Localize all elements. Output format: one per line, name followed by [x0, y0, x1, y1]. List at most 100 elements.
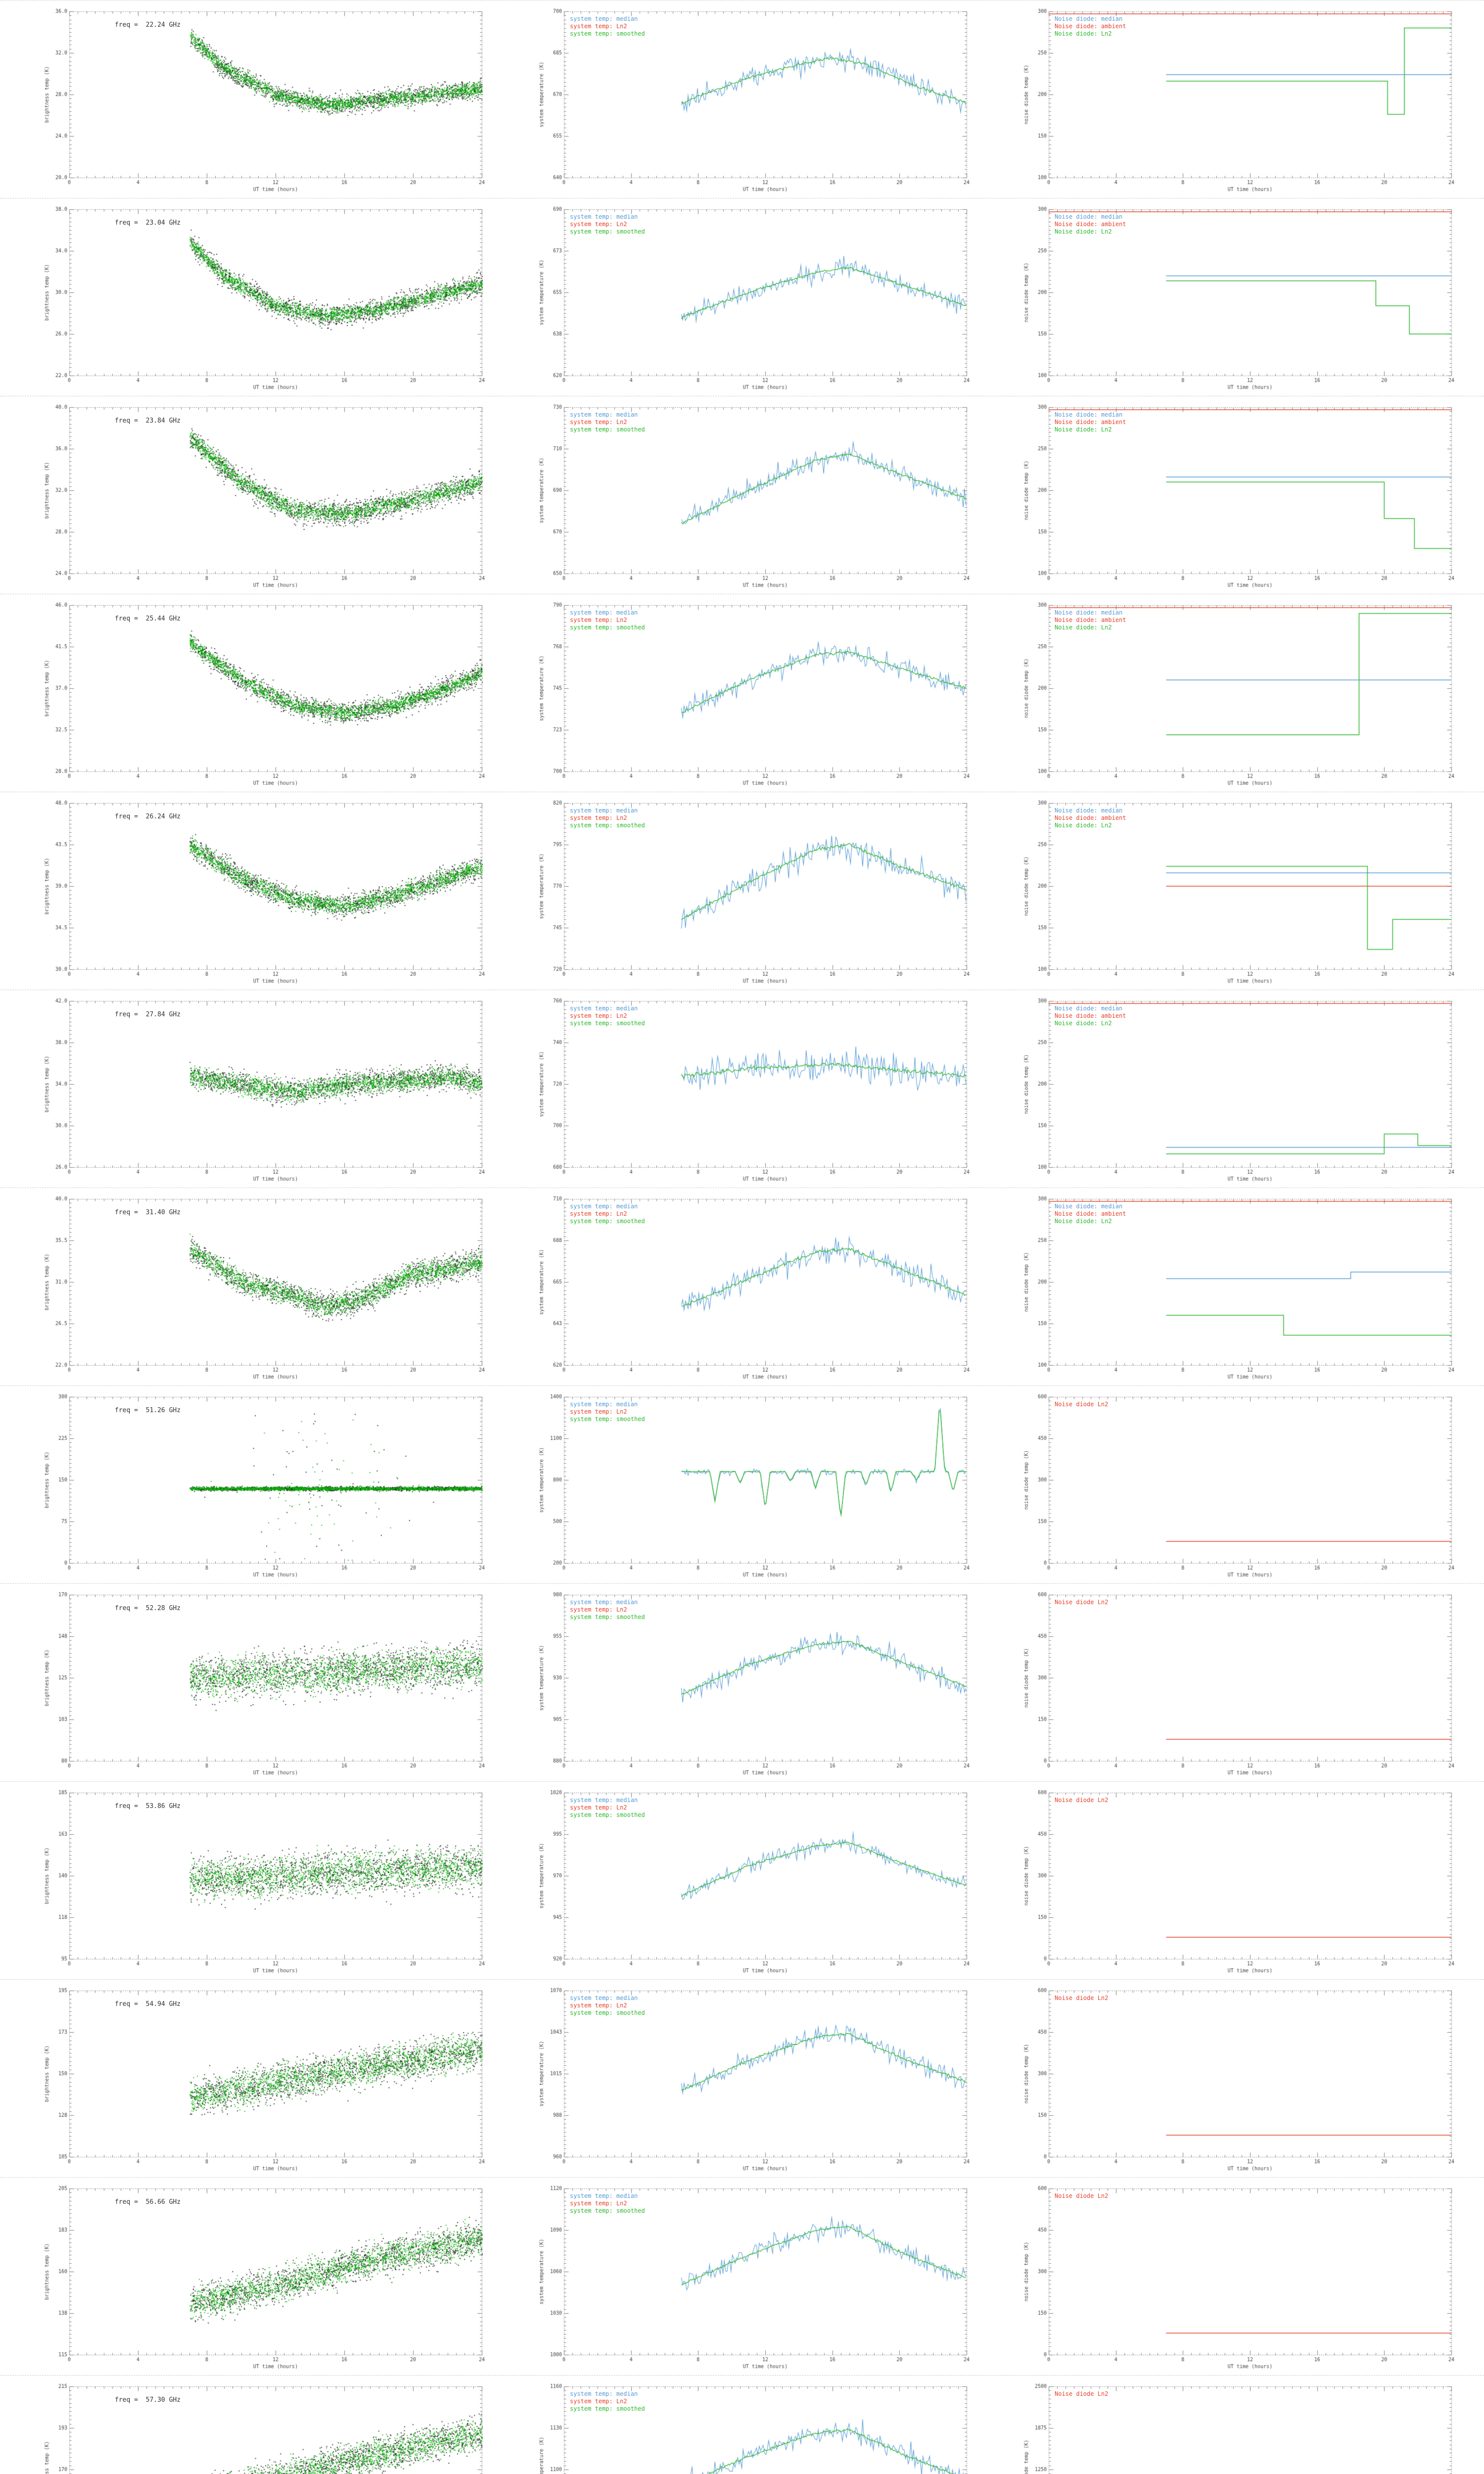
legend-entry: Noise diode Ln2: [1055, 1797, 1109, 1804]
system-temp-panel: system temp: median system temp: Ln2 syste…: [535, 794, 971, 988]
legend-entry: Noise diode: Ln2: [1055, 426, 1112, 433]
noise-diode-legend: Noise diode Ln2: [1055, 1401, 1108, 1408]
legend-entry: system temp: median: [570, 1401, 638, 1408]
skydip-panel: freq = 22.24 GHz: [41, 2, 486, 196]
noise-diode-chart-canvas: [1020, 1388, 1455, 1582]
noise-diode-panel: Noise diode: median Noise diode: ambient N…: [1020, 596, 1455, 790]
skydip-panel: freq = 26.24 GHz: [41, 794, 486, 988]
system-temp-panel: system temp: median system temp: Ln2 syste…: [535, 398, 971, 592]
plot-row-31.40: freq = 31.40 GHz system temp: median syst…: [0, 1188, 1484, 1385]
noise-diode-legend: Noise diode: median Noise diode: ambient N…: [1055, 1005, 1126, 1027]
freq-label: freq = 51.26 GHz: [115, 1407, 181, 1414]
noise-diode-panel: Noise diode Ln2: [1020, 1784, 1455, 1978]
freq-label: freq = 22.24 GHz: [115, 21, 181, 29]
legend-entry: system temp: smoothed: [570, 1811, 645, 1818]
legend-entry: system temp: smoothed: [570, 1020, 645, 1027]
noise-diode-panel: Noise diode: median Noise diode: ambient N…: [1020, 2, 1455, 196]
legend-entry: Noise diode: ambient: [1055, 814, 1126, 821]
legend-entry: system temp: smoothed: [570, 2009, 645, 2016]
legend-entry: system temp: median: [570, 1203, 638, 1210]
system-temp-legend: system temp: median system temp: Ln2 syste…: [570, 1005, 645, 1027]
legend-entry: system temp: smoothed: [570, 2405, 645, 2412]
legend-entry: system temp: smoothed: [570, 2207, 645, 2214]
legend-entry: Noise diode: median: [1055, 609, 1123, 616]
legend-entry: system temp: smoothed: [570, 30, 645, 37]
system-temp-legend: system temp: median system temp: Ln2 syste…: [570, 411, 645, 433]
noise-diode-panel: Noise diode Ln2: [1020, 2378, 1455, 2474]
legend-entry: Noise diode Ln2: [1055, 2192, 1109, 2199]
system-temp-panel: system temp: median system temp: Ln2 syste…: [535, 1190, 971, 1384]
system-temp-chart-canvas: [535, 1784, 971, 1978]
system-temp-legend: system temp: median system temp: Ln2 syste…: [570, 609, 645, 631]
plot-row-25.44: freq = 25.44 GHz system temp: median syst…: [0, 594, 1484, 792]
legend-entry: system temp: Ln2: [570, 1804, 627, 1811]
legend-entry: Noise diode: ambient: [1055, 617, 1126, 623]
legend-entry: system temp: smoothed: [570, 1614, 645, 1620]
noise-diode-chart-canvas: [1020, 2, 1455, 196]
noise-diode-chart-canvas: [1020, 2378, 1455, 2474]
noise-diode-legend: Noise diode Ln2: [1055, 2390, 1108, 2398]
system-temp-legend: system temp: median system temp: Ln2 syste…: [570, 1401, 645, 1423]
skydip-chart-canvas: [41, 1586, 486, 1780]
noise-diode-panel: Noise diode: median Noise diode: ambient N…: [1020, 794, 1455, 988]
skydip-chart-canvas: [41, 2, 486, 196]
plot-row-27.84: freq = 27.84 GHz system temp: median syst…: [0, 990, 1484, 1188]
system-temp-panel: system temp: median system temp: Ln2 syste…: [535, 2378, 971, 2474]
noise-diode-chart-canvas: [1020, 1190, 1455, 1384]
system-temp-legend: system temp: median system temp: Ln2 syste…: [570, 1203, 645, 1225]
legend-entry: system temp: smoothed: [570, 822, 645, 829]
noise-diode-chart-canvas: [1020, 992, 1455, 1186]
noise-diode-legend: Noise diode: median Noise diode: ambient N…: [1055, 1203, 1126, 1225]
legend-entry: system temp: Ln2: [570, 221, 627, 228]
plot-row-23.84: freq = 23.84 GHz system temp: median syst…: [0, 396, 1484, 594]
legend-entry: system temp: median: [570, 807, 638, 814]
noise-diode-panel: Noise diode: median Noise diode: ambient N…: [1020, 200, 1455, 394]
system-temp-legend: system temp: median system temp: Ln2 syste…: [570, 15, 645, 38]
system-temp-panel: system temp: median system temp: Ln2 syste…: [535, 1388, 971, 1582]
system-temp-chart-canvas: [535, 1388, 971, 1582]
legend-entry: Noise diode: median: [1055, 411, 1123, 418]
system-temp-panel: system temp: median system temp: Ln2 syste…: [535, 596, 971, 790]
noise-diode-legend: Noise diode: median Noise diode: ambient N…: [1055, 807, 1126, 829]
system-temp-chart-canvas: [535, 794, 971, 988]
freq-label: freq = 56.66 GHz: [115, 2198, 181, 2206]
skydip-chart-canvas: [41, 794, 486, 988]
legend-entry: system temp: median: [570, 1797, 638, 1804]
freq-label: freq = 23.04 GHz: [115, 219, 181, 227]
skydip-panel: freq = 25.44 GHz: [41, 596, 486, 790]
plot-row-54.94: freq = 54.94 GHz system temp: median syst…: [0, 1979, 1484, 2177]
skydip-panel: freq = 56.66 GHz: [41, 2180, 486, 2374]
plot-row-52.28: freq = 52.28 GHz system temp: median syst…: [0, 1583, 1484, 1781]
plot-row-23.04: freq = 23.04 GHz system temp: median syst…: [0, 198, 1484, 396]
skydip-panel: freq = 53.86 GHz: [41, 1784, 486, 1978]
legend-entry: Noise diode: Ln2: [1055, 624, 1112, 631]
skydip-chart-canvas: [41, 2180, 486, 2374]
system-temp-legend: system temp: median system temp: Ln2 syste…: [570, 1995, 645, 2017]
legend-entry: Noise diode: Ln2: [1055, 1020, 1112, 1027]
legend-entry: system temp: median: [570, 1005, 638, 1012]
plot-row-51.26: freq = 51.26 GHz system temp: median syst…: [0, 1385, 1484, 1583]
legend-entry: Noise diode Ln2: [1055, 1401, 1109, 1408]
noise-diode-panel: Noise diode: median Noise diode: ambient N…: [1020, 1190, 1455, 1384]
legend-entry: system temp: smoothed: [570, 426, 645, 433]
system-temp-panel: system temp: median system temp: Ln2 syste…: [535, 1586, 971, 1780]
freq-label: freq = 54.94 GHz: [115, 2000, 181, 2008]
legend-entry: system temp: median: [570, 1599, 638, 1606]
system-temp-legend: system temp: median system temp: Ln2 syste…: [570, 1599, 645, 1621]
legend-entry: system temp: median: [570, 213, 638, 220]
legend-entry: Noise diode: ambient: [1055, 23, 1126, 30]
noise-diode-legend: Noise diode: median Noise diode: ambient N…: [1055, 609, 1126, 631]
freq-label: freq = 25.44 GHz: [115, 615, 181, 622]
noise-diode-chart-canvas: [1020, 1982, 1455, 2176]
skydip-chart-canvas: [41, 1784, 486, 1978]
noise-diode-legend: Noise diode: median Noise diode: ambient N…: [1055, 15, 1126, 38]
legend-entry: system temp: Ln2: [570, 2398, 627, 2405]
system-temp-panel: system temp: median system temp: Ln2 syste…: [535, 200, 971, 394]
system-temp-chart-canvas: [535, 596, 971, 790]
legend-entry: Noise diode: median: [1055, 1005, 1123, 1012]
legend-entry: Noise diode Ln2: [1055, 1995, 1109, 2001]
legend-entry: Noise diode: ambient: [1055, 1210, 1126, 1217]
skydip-chart-canvas: [41, 398, 486, 592]
legend-entry: system temp: Ln2: [570, 617, 627, 623]
